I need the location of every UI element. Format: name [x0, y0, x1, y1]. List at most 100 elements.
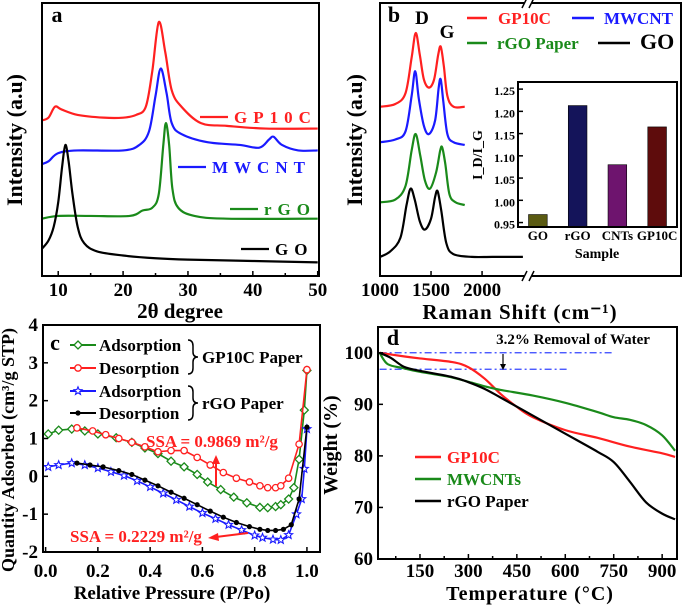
diamond-marker [254, 502, 265, 513]
x-category-label: rGO [565, 228, 591, 243]
circle-marker [127, 438, 136, 447]
x-tick-label: 300 [454, 561, 483, 582]
star-marker [66, 457, 78, 468]
series-line-rgo-paper [379, 132, 466, 207]
dot-marker [233, 519, 239, 526]
dot-marker [75, 410, 81, 416]
annotation-arrow [215, 532, 249, 538]
y-tick-label: 1.00 [494, 195, 515, 209]
legend-label: Adsorption [99, 382, 182, 401]
circle-marker [74, 364, 82, 372]
x-tick-label: 40 [243, 280, 262, 301]
peak-label-g: G [440, 22, 455, 43]
x-tick-label: 1500 [412, 280, 450, 301]
x-tick-label: 900 [648, 561, 677, 582]
diamond-marker [288, 482, 299, 493]
star-marker [267, 533, 279, 545]
circle-marker [88, 427, 97, 435]
x-axis-label: Raman Shift (cm⁻¹) [422, 300, 617, 324]
circle-marker [193, 453, 202, 462]
series-line-go [379, 187, 523, 259]
y-tick-label: 80 [354, 446, 373, 467]
series-gp10c-paper-desorption [73, 365, 311, 492]
legend-label: Desorption [99, 404, 180, 423]
x-tick-label: 0.0 [34, 561, 58, 582]
dot-marker [155, 483, 161, 489]
star-marker [157, 487, 169, 499]
x-tick-label: 2000 [463, 280, 501, 301]
diamond-marker [192, 469, 203, 480]
arrow-head [212, 455, 220, 464]
star-marker [42, 461, 54, 472]
y-tick-label: 4 [29, 315, 39, 336]
arrow-head [208, 533, 219, 541]
y-tick-label: 1.10 [494, 151, 515, 165]
diamond-marker [53, 425, 64, 436]
legend-label: GO [640, 29, 674, 54]
bar-rgo [567, 105, 588, 228]
legend-label: rGO [264, 200, 316, 219]
legend-label: GP10C [447, 448, 500, 467]
dot-marker [87, 462, 93, 468]
diamond-marker [275, 499, 286, 510]
star-marker [196, 507, 208, 518]
y-axis-label: Intensity (a.u) [2, 74, 27, 206]
circle-marker [73, 424, 81, 432]
axis-break-mark [528, 270, 535, 282]
x-category-label: CNTs [602, 228, 633, 243]
annotation-ssa-rgo: SSA = 0.2229 m²/g [70, 527, 202, 546]
y-tick-label: -2 [22, 542, 38, 563]
series-line-rgo-paper [379, 351, 676, 521]
y-tick-label: 3 [29, 353, 39, 374]
peak-label-d: D [415, 8, 429, 29]
y-axis-label: Intensity (a.u) [342, 74, 367, 206]
y-tick-label: 1.20 [494, 106, 515, 120]
dot-marker [296, 496, 302, 502]
series-line-go [41, 143, 318, 264]
panel-a-frame [41, 2, 320, 277]
dot-marker [129, 471, 135, 478]
dot-marker [116, 468, 122, 474]
star-marker [131, 475, 143, 486]
axis-break-gap [524, 0, 532, 7]
circle-marker [303, 365, 311, 374]
diamond-marker [262, 502, 273, 513]
x-axis-label: Sample [575, 247, 619, 262]
series-line-rgo [41, 122, 318, 220]
y-tick-label: -1 [22, 504, 38, 525]
diamond-marker [283, 494, 294, 504]
y-tick-label: 1.15 [494, 129, 515, 143]
circle-marker [256, 481, 264, 490]
diamond-marker [73, 340, 83, 350]
star-marker [257, 531, 268, 543]
circle-marker [284, 474, 293, 483]
star-marker [72, 385, 84, 396]
x-tick-label: 1000 [361, 280, 399, 301]
diamond-marker [228, 492, 239, 503]
dot-marker [280, 526, 287, 532]
y-tick-label: 0 [29, 466, 39, 487]
x-tick-label: 0.2 [86, 561, 110, 582]
star-marker [249, 529, 261, 541]
circle-marker [167, 446, 175, 455]
diamond-marker [299, 405, 310, 416]
axis-break-mark [528, 0, 534, 9]
series-line-gp10c [41, 20, 318, 130]
star-marker [275, 534, 287, 545]
x-category-label: GO [528, 228, 548, 243]
star-marker [118, 469, 130, 481]
bar-cnts [607, 164, 628, 228]
dot-marker [100, 464, 106, 470]
dot-marker [181, 495, 187, 501]
annotation-ssa-gp10c: SSA = 0.9869 m²/g [146, 432, 278, 451]
axis-break-mark [521, 270, 528, 282]
star-marker [183, 500, 195, 512]
star-marker [105, 466, 117, 477]
diamond-marker [215, 484, 226, 495]
panel-label-d: d [387, 325, 399, 350]
annotation-water: 3.2% Removal of Water [496, 332, 650, 348]
dot-marker [168, 489, 174, 495]
diamond-marker [202, 477, 213, 487]
x-tick-label: 0.8 [243, 561, 267, 582]
